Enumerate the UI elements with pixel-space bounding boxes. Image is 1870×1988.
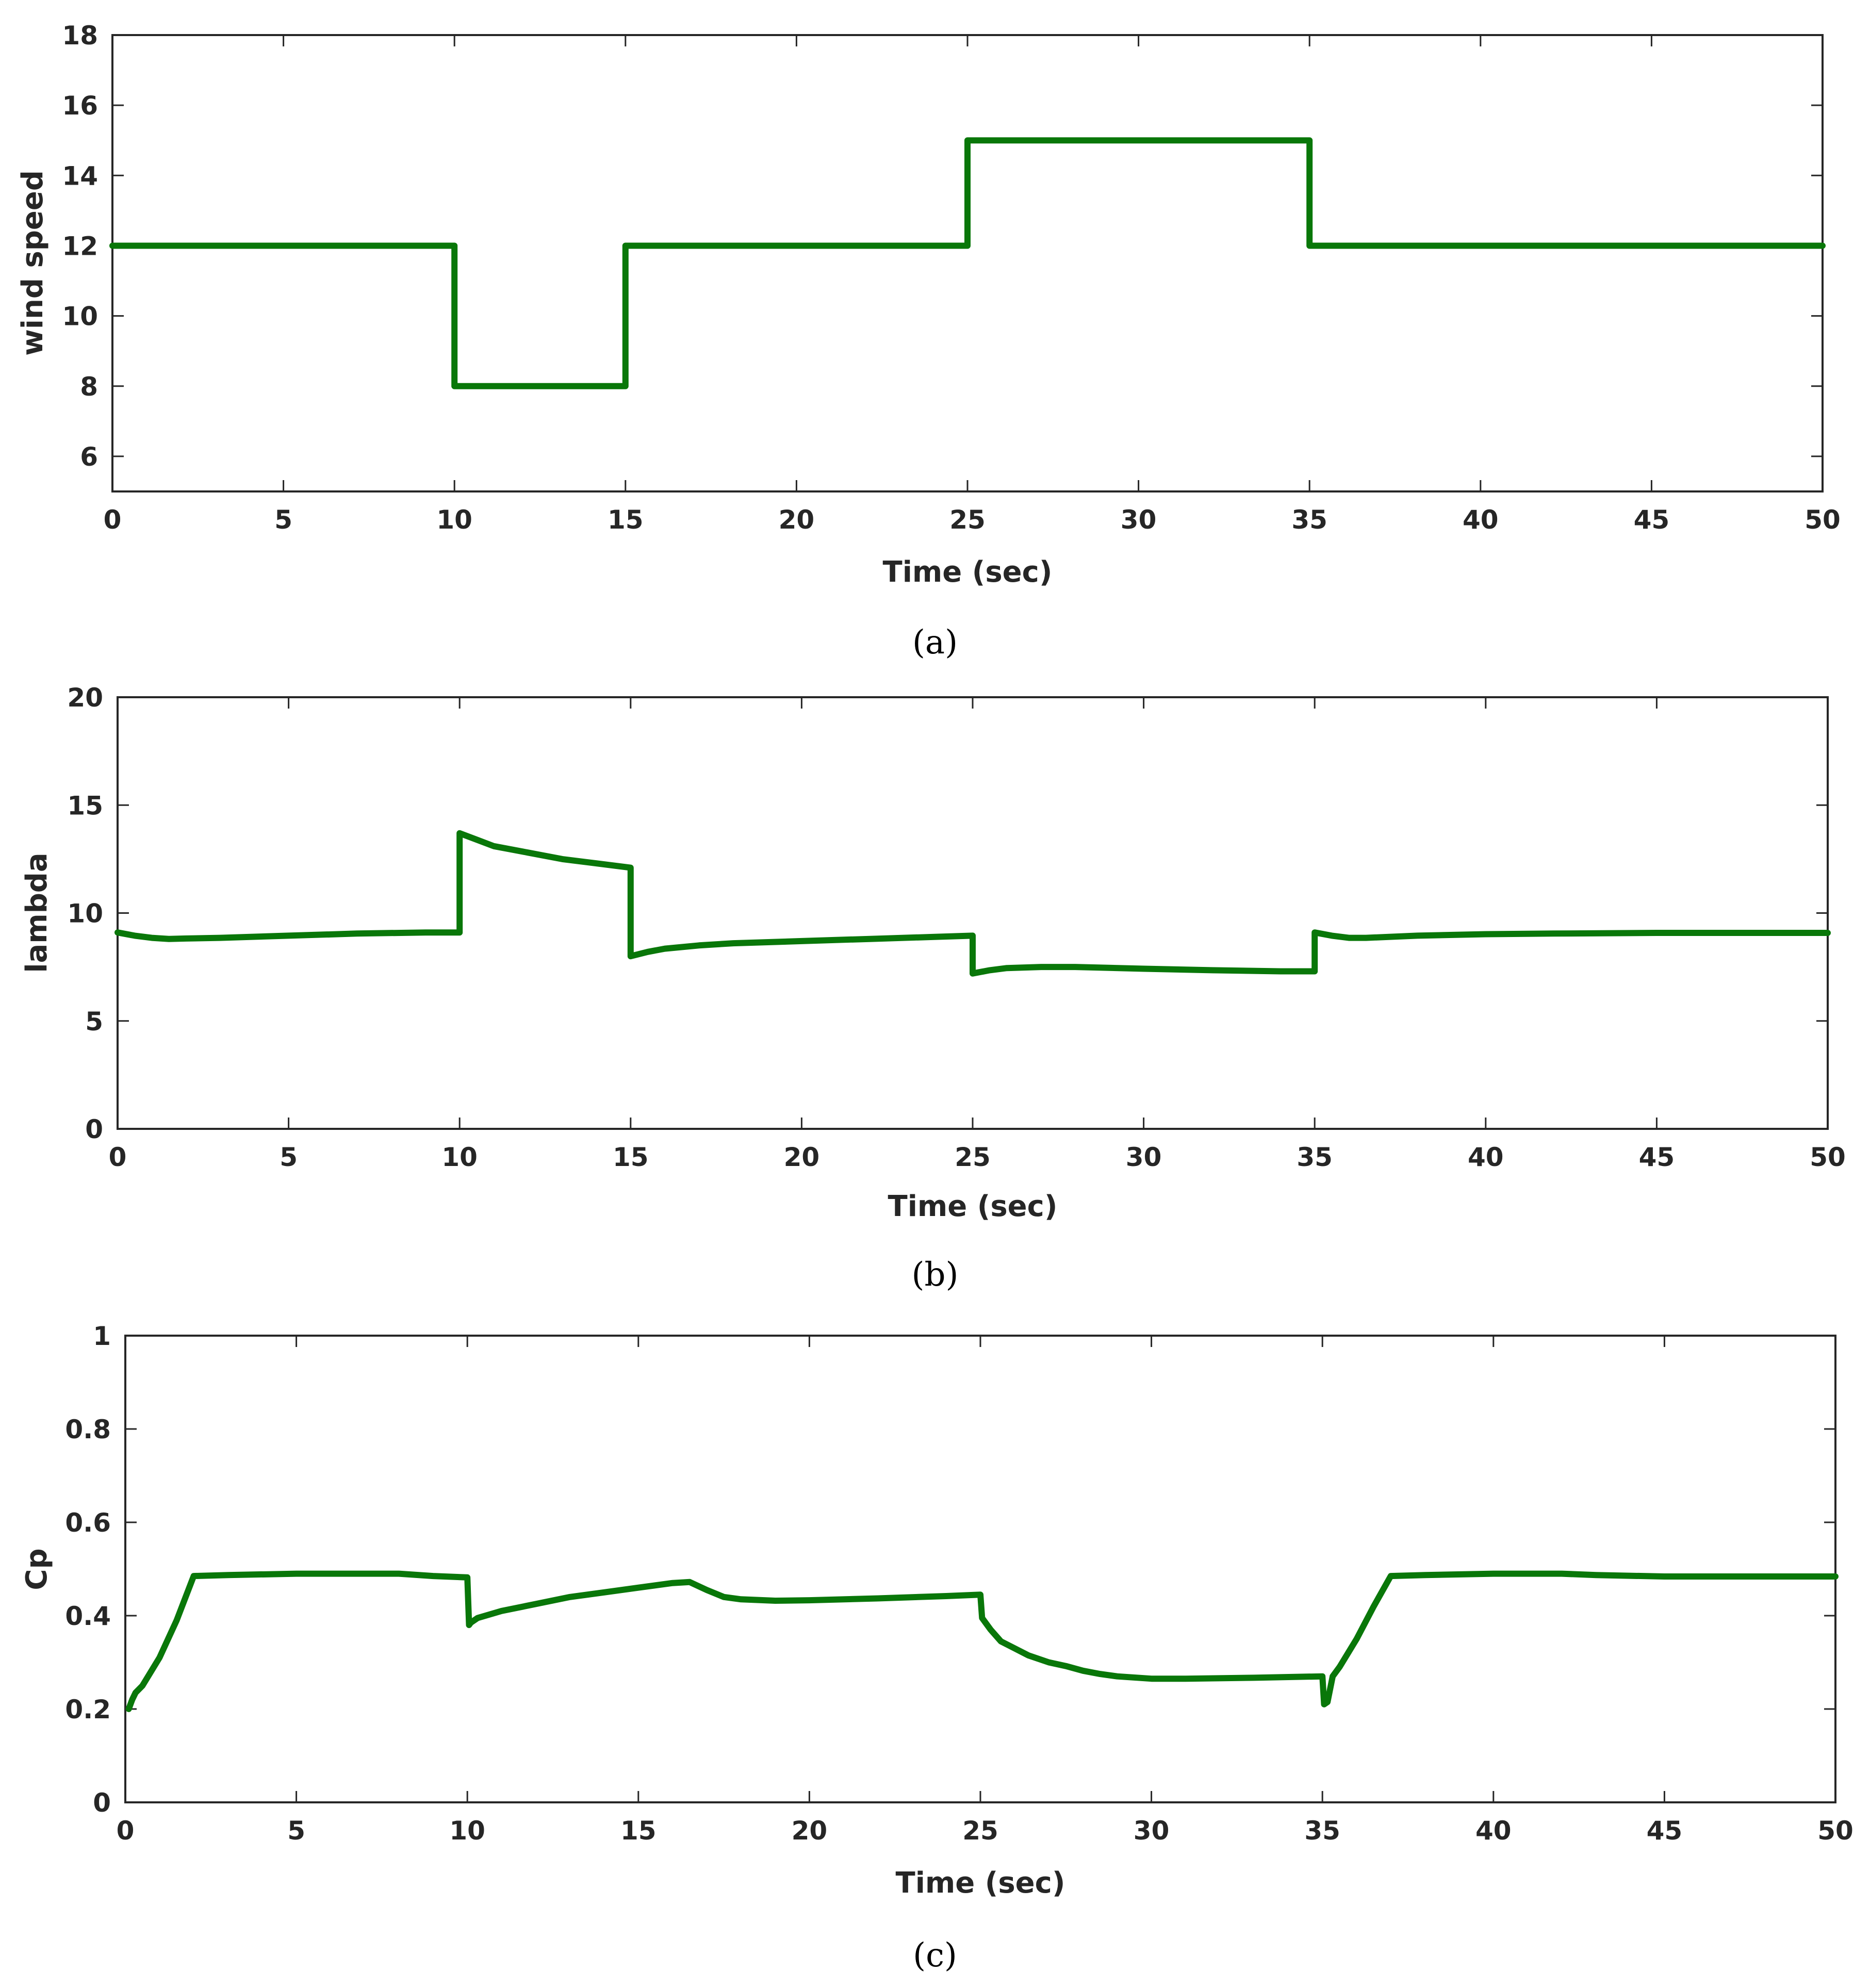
y-tick-label-c-5: 1 (93, 1321, 111, 1351)
x-tick-label-a-4: 20 (779, 505, 815, 535)
x-tick-label-a-7: 35 (1291, 505, 1327, 535)
x-tick-label-a-0: 0 (104, 505, 122, 535)
ticks-c (124, 1335, 1836, 1803)
y-tick-label-a-5: 16 (62, 91, 98, 121)
y-tick-label-a-0: 6 (80, 442, 98, 472)
x-tick-label-b-0: 0 (109, 1142, 127, 1172)
x-tick-label-b-7: 35 (1297, 1142, 1333, 1172)
y-tick-label-b-1: 5 (85, 1007, 103, 1037)
x-tick-label-c-9: 45 (1647, 1816, 1683, 1846)
x-tick-label-a-1: 5 (274, 505, 292, 535)
caption-c: (c) (913, 1936, 957, 1975)
x-tick-label-b-10: 50 (1810, 1142, 1846, 1172)
x-tick-label-a-9: 45 (1634, 505, 1670, 535)
y-axis-label-c: Cp (20, 1548, 54, 1590)
plot-area-c (124, 1335, 1836, 1803)
x-tick-label-a-8: 40 (1463, 505, 1499, 535)
x-tick-labels-a: 0 5 10 15 20 25 30 35 40 45 50 (104, 505, 1841, 535)
y-tick-label-b-0: 0 (85, 1114, 103, 1144)
y-tick-label-a-4: 14 (62, 161, 98, 191)
ticks-a (111, 34, 1824, 491)
x-tick-label-c-7: 35 (1304, 1816, 1340, 1846)
panel-b: 0 5 10 15 20 25 30 35 40 45 50 0 5 10 15 20 Time (sec)… (20, 683, 1846, 1294)
y-tick-label-c-0: 0 (93, 1788, 111, 1818)
y-tick-label-a-6: 18 (62, 21, 98, 51)
y-tick-labels-a: 6 8 10 12 14 16 18 (62, 21, 98, 472)
panel-a: 0 5 10 15 20 25 30 35 40 45 50 6 8 10 12 14 16 18 Time (… (16, 21, 1841, 662)
x-tick-label-c-6: 30 (1134, 1816, 1170, 1846)
y-tick-label-c-2: 0.4 (65, 1601, 111, 1631)
caption-b: (b) (912, 1256, 959, 1294)
x-tick-label-a-6: 30 (1121, 505, 1157, 535)
x-tick-label-a-2: 10 (436, 505, 472, 535)
y-axis-label-a: wind speed (16, 170, 50, 356)
x-tick-label-c-1: 5 (287, 1816, 305, 1846)
y-tick-label-b-3: 15 (67, 791, 103, 820)
wind-speed-line (109, 137, 1826, 389)
y-tick-label-c-4: 0.8 (65, 1415, 111, 1444)
x-tick-label-b-6: 30 (1126, 1142, 1162, 1172)
caption-a: (a) (912, 623, 958, 662)
plot-area-a (111, 34, 1824, 492)
x-tick-labels-b: 0 5 10 15 20 25 30 35 40 45 50 (109, 1142, 1846, 1172)
y-tick-label-b-4: 20 (67, 683, 103, 713)
x-tick-label-b-3: 15 (613, 1142, 649, 1172)
ticks-b (117, 696, 1829, 1130)
y-tick-labels-c: 0 0.2 0.4 0.6 0.8 1 (65, 1321, 111, 1818)
x-axis-label-a: Time (sec) (883, 555, 1053, 589)
y-tick-label-a-1: 8 (80, 372, 98, 402)
x-tick-label-c-0: 0 (117, 1816, 135, 1846)
x-tick-label-c-8: 40 (1475, 1816, 1512, 1846)
x-tick-label-c-3: 15 (620, 1816, 657, 1846)
x-tick-label-a-3: 15 (608, 505, 644, 535)
panel-c: 0 5 10 15 20 25 30 35 40 45 50 0 0.2 0.4 0.6 0.8 1 Time… (20, 1321, 1853, 1975)
x-tick-label-a-10: 50 (1805, 505, 1841, 535)
x-tick-label-b-1: 5 (280, 1142, 298, 1172)
x-tick-label-b-4: 20 (784, 1142, 820, 1172)
x-tick-label-b-8: 40 (1468, 1142, 1504, 1172)
y-tick-label-c-1: 0.2 (65, 1695, 111, 1724)
x-tick-label-b-9: 45 (1639, 1142, 1675, 1172)
x-tick-label-a-5: 25 (949, 505, 986, 535)
x-tick-label-c-10: 50 (1817, 1816, 1853, 1846)
y-tick-labels-b: 0 5 10 15 20 (67, 683, 103, 1144)
x-tick-label-c-2: 10 (449, 1816, 485, 1846)
x-tick-labels-c: 0 5 10 15 20 25 30 35 40 45 50 (117, 1816, 1853, 1846)
x-axis-label-b: Time (sec) (888, 1190, 1058, 1223)
x-axis-label-c: Time (sec) (896, 1866, 1065, 1900)
x-tick-label-b-5: 25 (955, 1142, 991, 1172)
y-axis-label-b: lambda (20, 852, 54, 973)
plot-area-b (117, 696, 1829, 1130)
x-tick-label-c-4: 20 (792, 1816, 828, 1846)
x-tick-label-c-5: 25 (962, 1816, 998, 1846)
y-tick-label-c-3: 0.6 (65, 1508, 111, 1538)
cp-line (125, 1570, 1839, 1712)
x-tick-label-b-2: 10 (441, 1142, 478, 1172)
y-tick-label-a-3: 12 (62, 231, 98, 261)
y-tick-label-a-2: 10 (62, 302, 98, 332)
y-tick-label-b-2: 10 (67, 899, 103, 929)
lambda-line (114, 830, 1831, 977)
